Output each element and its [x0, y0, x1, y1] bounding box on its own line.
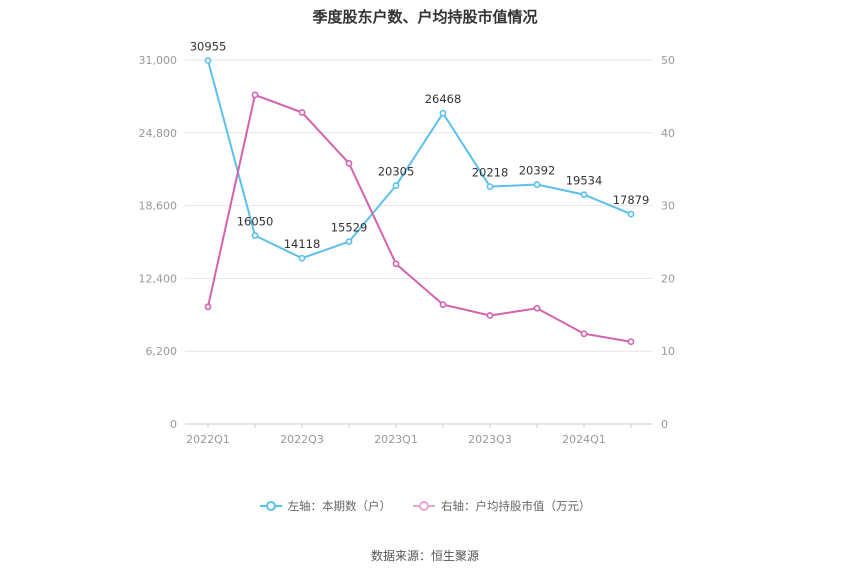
right-tick-label: 10 — [661, 345, 675, 358]
data-point — [298, 254, 306, 262]
data-point — [533, 181, 541, 188]
left-tick-label: 12,400 — [139, 272, 178, 285]
x-tick-label: 2024Q1 — [562, 433, 606, 446]
data-point — [627, 210, 635, 218]
source-note: 数据来源：恒生聚源 — [370, 549, 479, 563]
data-point — [533, 304, 541, 312]
data-point — [298, 109, 306, 116]
x-tick-label: 2023Q1 — [374, 433, 418, 446]
left-tick-label: 31,000 — [139, 54, 178, 67]
x-tick-label: 2023Q3 — [468, 433, 512, 446]
right-tick-label: 0 — [661, 418, 668, 431]
series-line-1 — [207, 93, 632, 343]
legend: 左轴：本期数（户） 右轴：户均持股市值（万元） — [0, 498, 850, 514]
left-tick-label: 18,600 — [139, 200, 178, 213]
x-tick-label: 2022Q3 — [280, 433, 324, 446]
data-label: 19534 — [566, 174, 603, 188]
data-point — [580, 191, 588, 199]
data-label: 30955 — [190, 40, 227, 54]
axis-layer: 0 0 6,200 10 12,400 20 18,600 30 24,800 40 31,000 5… — [139, 54, 676, 446]
legend-label-market-value: 右轴：户均持股市值（万元） — [441, 499, 591, 513]
legend-line-icon — [413, 501, 435, 511]
left-tick-label: 0 — [170, 418, 177, 431]
data-point — [392, 182, 400, 189]
data-point — [580, 330, 588, 338]
left-tick-label: 24,800 — [139, 127, 178, 140]
data-point — [345, 159, 353, 167]
data-point — [345, 238, 353, 246]
data-label: 20305 — [378, 165, 415, 179]
data-point — [627, 338, 635, 346]
data-label: 20218 — [472, 166, 509, 180]
right-tick-label: 40 — [661, 127, 675, 140]
data-label: 15529 — [331, 221, 368, 235]
data-point — [439, 301, 447, 309]
data-point — [392, 260, 400, 268]
legend-line-icon — [259, 501, 282, 511]
data-point — [204, 57, 212, 64]
x-tick-label: 2022Q1 — [186, 433, 230, 446]
data-point — [251, 232, 259, 239]
data-label: 20392 — [519, 164, 556, 178]
legend-label-households: 左轴：本期数（户） — [287, 499, 392, 513]
legend-item-market-value[interactable]: 右轴：户均持股市值（万元） — [413, 498, 591, 514]
series-line-0 — [207, 60, 632, 260]
data-point — [486, 183, 494, 191]
data-label: 17879 — [613, 193, 650, 207]
data-point — [251, 91, 259, 99]
legend-item-households[interactable]: 左轴：本期数（户） — [259, 498, 392, 514]
data-label: 26468 — [425, 92, 462, 106]
left-tick-label: 6,200 — [146, 345, 178, 358]
data-point — [439, 109, 447, 117]
series-layer — [204, 57, 635, 346]
label-layer: 30955 16050 14118 15529 20305 26468 20218 20392… — [190, 40, 650, 252]
data-point — [204, 303, 212, 311]
data-label: 14118 — [284, 237, 321, 251]
right-tick-label: 20 — [661, 272, 675, 285]
right-tick-label: 30 — [661, 200, 675, 213]
grid-layer — [185, 59, 653, 425]
right-tick-label: 50 — [661, 54, 675, 67]
data-label: 16050 — [237, 215, 274, 229]
data-point — [486, 312, 494, 319]
chart-title: 季度股东户数、户均持股市值情况 — [312, 8, 538, 26]
